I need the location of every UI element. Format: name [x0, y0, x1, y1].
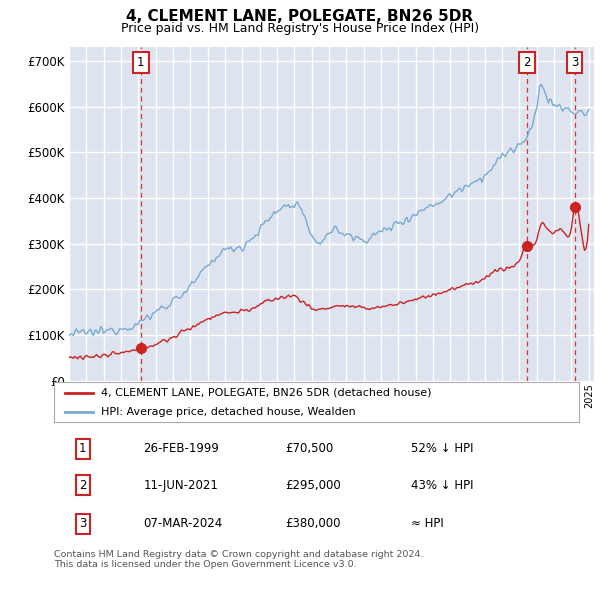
Text: 3: 3	[79, 517, 86, 530]
Text: 1: 1	[79, 442, 86, 455]
Text: ≈ HPI: ≈ HPI	[411, 517, 444, 530]
Text: 3: 3	[571, 55, 578, 68]
Text: 1: 1	[137, 55, 145, 68]
Text: 4, CLEMENT LANE, POLEGATE, BN26 5DR: 4, CLEMENT LANE, POLEGATE, BN26 5DR	[127, 9, 473, 24]
Text: Price paid vs. HM Land Registry's House Price Index (HPI): Price paid vs. HM Land Registry's House …	[121, 22, 479, 35]
Text: £295,000: £295,000	[285, 478, 341, 492]
Text: 4, CLEMENT LANE, POLEGATE, BN26 5DR (detached house): 4, CLEMENT LANE, POLEGATE, BN26 5DR (det…	[101, 388, 432, 398]
Text: Contains HM Land Registry data © Crown copyright and database right 2024.
This d: Contains HM Land Registry data © Crown c…	[54, 550, 424, 569]
Text: £70,500: £70,500	[285, 442, 333, 455]
Text: 2: 2	[79, 478, 86, 492]
Text: £380,000: £380,000	[285, 517, 341, 530]
Text: 07-MAR-2024: 07-MAR-2024	[143, 517, 223, 530]
Text: 26-FEB-1999: 26-FEB-1999	[143, 442, 219, 455]
Text: HPI: Average price, detached house, Wealden: HPI: Average price, detached house, Weal…	[101, 407, 356, 417]
Text: 11-JUN-2021: 11-JUN-2021	[143, 478, 218, 492]
Text: 43% ↓ HPI: 43% ↓ HPI	[411, 478, 473, 492]
Text: 52% ↓ HPI: 52% ↓ HPI	[411, 442, 473, 455]
Text: 2: 2	[523, 55, 531, 68]
